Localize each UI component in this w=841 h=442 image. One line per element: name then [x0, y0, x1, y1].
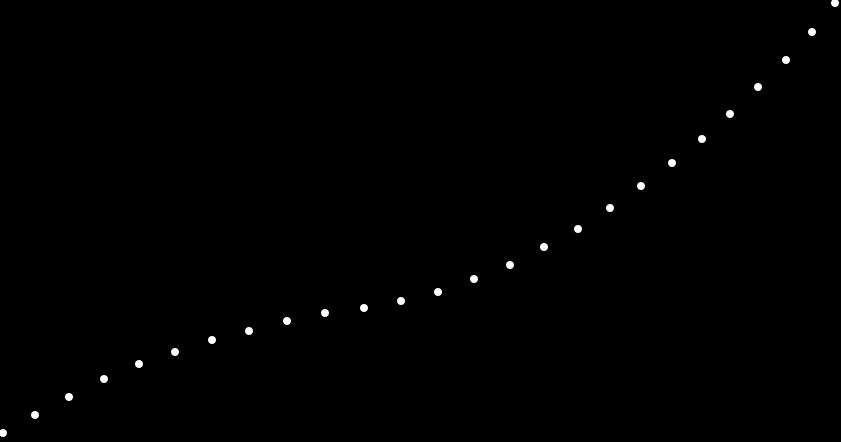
data-point	[208, 336, 216, 344]
data-point	[808, 28, 816, 36]
data-point	[606, 204, 614, 212]
data-point	[171, 348, 179, 356]
data-point	[397, 297, 405, 305]
data-point	[637, 182, 645, 190]
data-point	[831, 0, 839, 7]
data-point	[782, 56, 790, 64]
data-point	[65, 393, 73, 401]
data-point	[470, 275, 478, 283]
data-point	[0, 429, 7, 437]
data-point	[245, 327, 253, 335]
data-point	[283, 317, 291, 325]
data-point	[434, 288, 442, 296]
data-point	[100, 375, 108, 383]
data-point	[540, 243, 548, 251]
data-point	[754, 83, 762, 91]
data-point	[506, 261, 514, 269]
data-point	[135, 360, 143, 368]
data-point	[31, 411, 39, 419]
data-point	[726, 110, 734, 118]
data-point	[360, 304, 368, 312]
data-point	[698, 135, 706, 143]
data-point	[668, 159, 676, 167]
data-point	[574, 225, 582, 233]
data-point	[321, 309, 329, 317]
